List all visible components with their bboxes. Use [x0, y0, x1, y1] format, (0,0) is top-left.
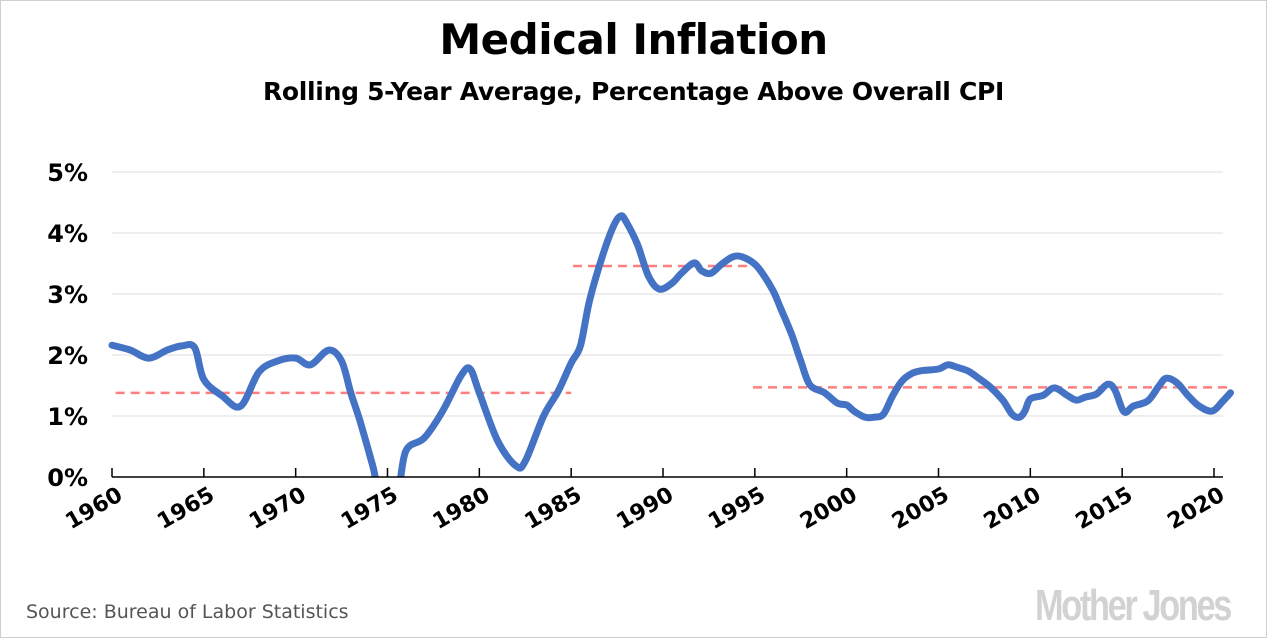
x-axis: [111, 468, 1223, 478]
x-tick-label: 1975: [337, 483, 403, 535]
x-tick-label: 2020: [1163, 483, 1229, 535]
x-tick-label: 2010: [980, 483, 1046, 535]
x-tick-label: 2015: [1072, 483, 1138, 535]
y-axis-labels: 0% 1% 2% 3% 4% 5%: [47, 159, 88, 492]
series-line: [108, 212, 1234, 477]
x-tick-label: 1970: [245, 483, 311, 535]
y-tick-label: 2%: [47, 342, 88, 370]
chart-title: Medical Inflation: [439, 15, 828, 64]
reference-lines: [115, 264, 1231, 395]
gridlines: [112, 171, 1223, 417]
source-note: Source: Bureau of Labor Statistics: [26, 601, 349, 623]
y-tick-label: 0%: [47, 464, 88, 492]
x-tick-label: 1965: [153, 483, 219, 535]
y-tick-label: 1%: [47, 403, 88, 431]
x-tick-label: 1985: [521, 483, 587, 535]
x-tick-label: 1990: [612, 483, 678, 535]
publisher-logo: Mother Jones: [1034, 581, 1232, 630]
y-tick-label: 4%: [47, 220, 88, 248]
x-tick-label: 1995: [704, 483, 770, 535]
chart-subtitle: Rolling 5-Year Average, Percentage Above…: [262, 77, 1005, 106]
x-axis-labels: 1960 1965 1970 1975 1980 1985 1990 1995 2000 2005…: [61, 483, 1229, 535]
series-group: [108, 212, 1234, 477]
x-tick-label: 2000: [796, 483, 862, 535]
y-tick-label: 3%: [47, 281, 88, 309]
x-tick-label: 1980: [429, 483, 495, 535]
y-tick-label: 5%: [47, 159, 88, 187]
x-tick-label: 2005: [888, 483, 954, 535]
